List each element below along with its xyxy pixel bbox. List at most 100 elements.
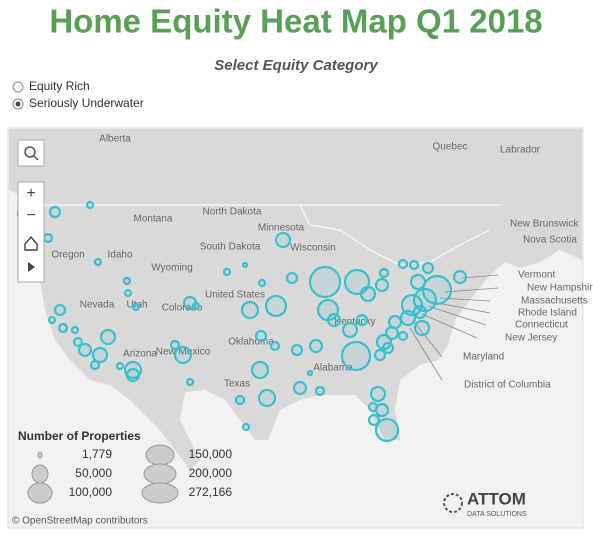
pan-button[interactable] (28, 262, 35, 272)
legend-label: 272,166 (189, 485, 233, 499)
location-circle (409, 273, 427, 291)
brand: ATTOM DATA SOLUTIONS (443, 489, 527, 518)
map-label: Vermont (518, 270, 555, 281)
location-circle (387, 314, 403, 330)
map-label: Minnesota (258, 223, 305, 234)
map-label: Labrador (500, 145, 541, 156)
location-circle (257, 278, 267, 288)
location-circle (374, 417, 400, 443)
home-button[interactable] (24, 235, 38, 251)
location-circle (57, 322, 69, 334)
legend-symbol (145, 444, 175, 466)
location-circle (93, 257, 103, 267)
location-circle (373, 348, 387, 362)
brand-tagline: DATA SOLUTIONS (467, 511, 527, 518)
location-circle (173, 345, 193, 365)
location-circle (359, 285, 377, 303)
legend-label: 200,000 (189, 466, 233, 480)
callout-line (461, 274, 499, 279)
map-label: South Dakota (200, 242, 261, 253)
title: Home Equity Heat Map Q1 2018 (49, 3, 542, 40)
map-label: Oregon (51, 250, 84, 261)
callout-line (444, 287, 499, 293)
location-circle (191, 301, 201, 311)
map-label: Arizona (123, 349, 157, 360)
callout-line (409, 327, 443, 381)
location-circle (85, 200, 95, 210)
location-circle (306, 369, 314, 377)
location-circle (397, 258, 409, 270)
location-circle (381, 341, 395, 355)
map-label: New Jersey (505, 333, 557, 344)
legend-symbol (143, 463, 177, 485)
radio-button[interactable] (12, 81, 24, 93)
location-circle (240, 300, 260, 320)
location-circle (123, 288, 133, 298)
map-label: New Brunswick (510, 219, 579, 230)
radio-label[interactable]: Seriously Underwater (29, 96, 144, 110)
location-circle (234, 394, 246, 406)
map-label: Massachusetts (521, 296, 588, 307)
location-circle (326, 312, 342, 328)
location-circle (285, 271, 299, 285)
location-circle (378, 267, 390, 279)
map-label: North Dakota (203, 207, 262, 218)
map-label: Alabama (313, 363, 353, 374)
map-label: Kentucky (334, 317, 375, 328)
location-circle (91, 346, 109, 364)
search-icon (24, 146, 36, 158)
location-circle (290, 343, 304, 357)
map-label: Montana (134, 214, 173, 225)
location-circle (241, 261, 249, 269)
location-circle (308, 265, 342, 299)
location-circle (42, 232, 54, 244)
map-label: New Mexico (156, 347, 211, 358)
legend-title: Number of Properties (18, 429, 141, 443)
location-circle (122, 276, 132, 286)
radio-dot (15, 101, 21, 107)
location-circle (340, 340, 372, 372)
location-circle (341, 321, 359, 339)
legend-symbol (37, 451, 43, 459)
legend-label: 100,000 (69, 485, 113, 499)
location-circle (125, 367, 141, 383)
location-circle (48, 205, 62, 219)
location-circle (257, 388, 277, 408)
location-circle (421, 261, 435, 275)
border (40, 204, 500, 266)
legend-symbol (27, 482, 53, 504)
map-label: Oklahoma (228, 337, 274, 348)
location-circle (292, 380, 308, 396)
legend-symbol (31, 464, 49, 484)
brand-name: ATTOM (467, 489, 526, 508)
location-circle (115, 361, 125, 371)
location-circle (72, 336, 84, 348)
search-button[interactable] (17, 139, 45, 167)
brand-logo (443, 493, 463, 513)
map-label: Idaho (107, 250, 132, 261)
legend-label: 50,000 (75, 466, 112, 480)
callout-line (413, 321, 443, 358)
zoom-out[interactable]: − (26, 207, 35, 224)
radio-label[interactable]: Equity Rich (29, 79, 90, 93)
location-circle (131, 302, 141, 312)
location-circle (399, 309, 417, 327)
location-circle (264, 294, 288, 318)
location-circle (89, 359, 101, 371)
map-label: Maryland (463, 352, 504, 363)
location-circle (47, 315, 57, 325)
map-label: Wyoming (151, 263, 193, 274)
location-circle (274, 231, 292, 249)
location-circle (250, 360, 270, 380)
location-circle (222, 267, 232, 277)
location-circle (314, 385, 326, 397)
location-circle (452, 269, 468, 285)
zoom-in[interactable]: + (26, 185, 35, 202)
location-circle (369, 385, 387, 403)
legend-symbol (141, 482, 179, 504)
location-circle (397, 330, 409, 342)
map-label: Wisconsin (290, 243, 336, 254)
location-circle (374, 277, 390, 293)
